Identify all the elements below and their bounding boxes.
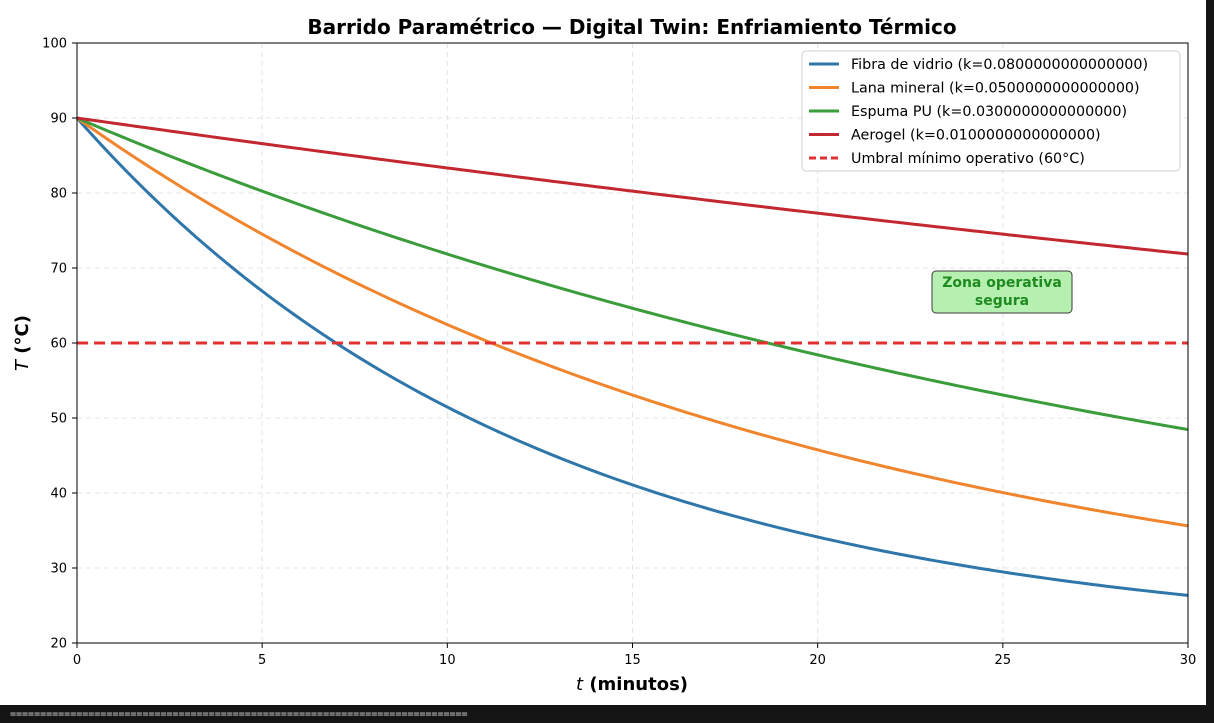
x-tick-label: 5	[258, 653, 266, 668]
y-tick-label: 70	[50, 262, 67, 277]
series-line-2	[76, 116, 1189, 528]
x-tick-label: 15	[624, 653, 641, 668]
chart-title: Barrido Paramétrico — Digital Twin: Enfr…	[307, 15, 956, 39]
chart-svg: 0 5 10 15 20 25 30 20 30 40 50 60 70 80 90 100 Barrido …	[12, 15, 1196, 695]
y-tick-label: 30	[50, 562, 67, 577]
series-line-1	[75, 117, 1189, 597]
legend-label-1: Fibra de vidrio (k=0.0800000000000000)	[851, 57, 1148, 73]
legend-label-4: Aerogel (k=0.0100000000000000)	[851, 128, 1101, 144]
legend: Fibra de vidrio (k=0.0800000000000000) La…	[801, 50, 1181, 172]
series-line-3	[76, 116, 1189, 432]
annotation-line-1: Zona operativa	[942, 275, 1062, 291]
annotation-line-2: segura	[975, 293, 1029, 309]
y-axis-label: T (°C)	[12, 315, 33, 371]
y-tick-label: 90	[50, 112, 67, 127]
legend-label-2: Lana mineral (k=0.0500000000000000)	[851, 81, 1140, 97]
annotation-box	[931, 270, 1073, 314]
legend-label-5: Umbral mínimo operativo (60°C)	[851, 151, 1085, 167]
x-tick-label: 10	[439, 653, 456, 668]
y-tick-label: 50	[50, 412, 67, 427]
x-tick-label: 0	[73, 653, 81, 668]
x-tick-label: 30	[1180, 653, 1197, 668]
axis-ticks: 0 5 10 15 20 25 30 20 30 40 50 60 70 80 90 100	[42, 37, 1196, 669]
x-tick-label: 25	[995, 653, 1012, 668]
chart-figure: 0 5 10 15 20 25 30 20 30 40 50 60 70 80 90 100 Barrido …	[0, 0, 1206, 705]
console-footer: ========================================…	[10, 709, 468, 720]
y-tick-label: 80	[50, 187, 67, 202]
series-line-4	[76, 116, 1189, 256]
x-axis-label-var: t	[576, 674, 584, 695]
y-axis-label-var: T	[12, 358, 33, 371]
x-axis-label: t (minutos)	[576, 674, 688, 695]
safe-zone-annotation: Zona operativa segura	[931, 270, 1073, 314]
y-tick-label: 100	[42, 37, 67, 52]
legend-label-3: Espuma PU (k=0.0300000000000000)	[851, 104, 1127, 120]
y-tick-label: 20	[50, 637, 67, 652]
x-tick-label: 20	[809, 653, 826, 668]
y-tick-label: 60	[50, 337, 67, 352]
legend-box	[801, 50, 1181, 172]
x-axis-label-rest: (minutos)	[583, 674, 688, 695]
y-axis-label-rest: (°C)	[12, 315, 33, 360]
series-lines	[75, 116, 1189, 597]
y-tick-label: 40	[50, 487, 67, 502]
